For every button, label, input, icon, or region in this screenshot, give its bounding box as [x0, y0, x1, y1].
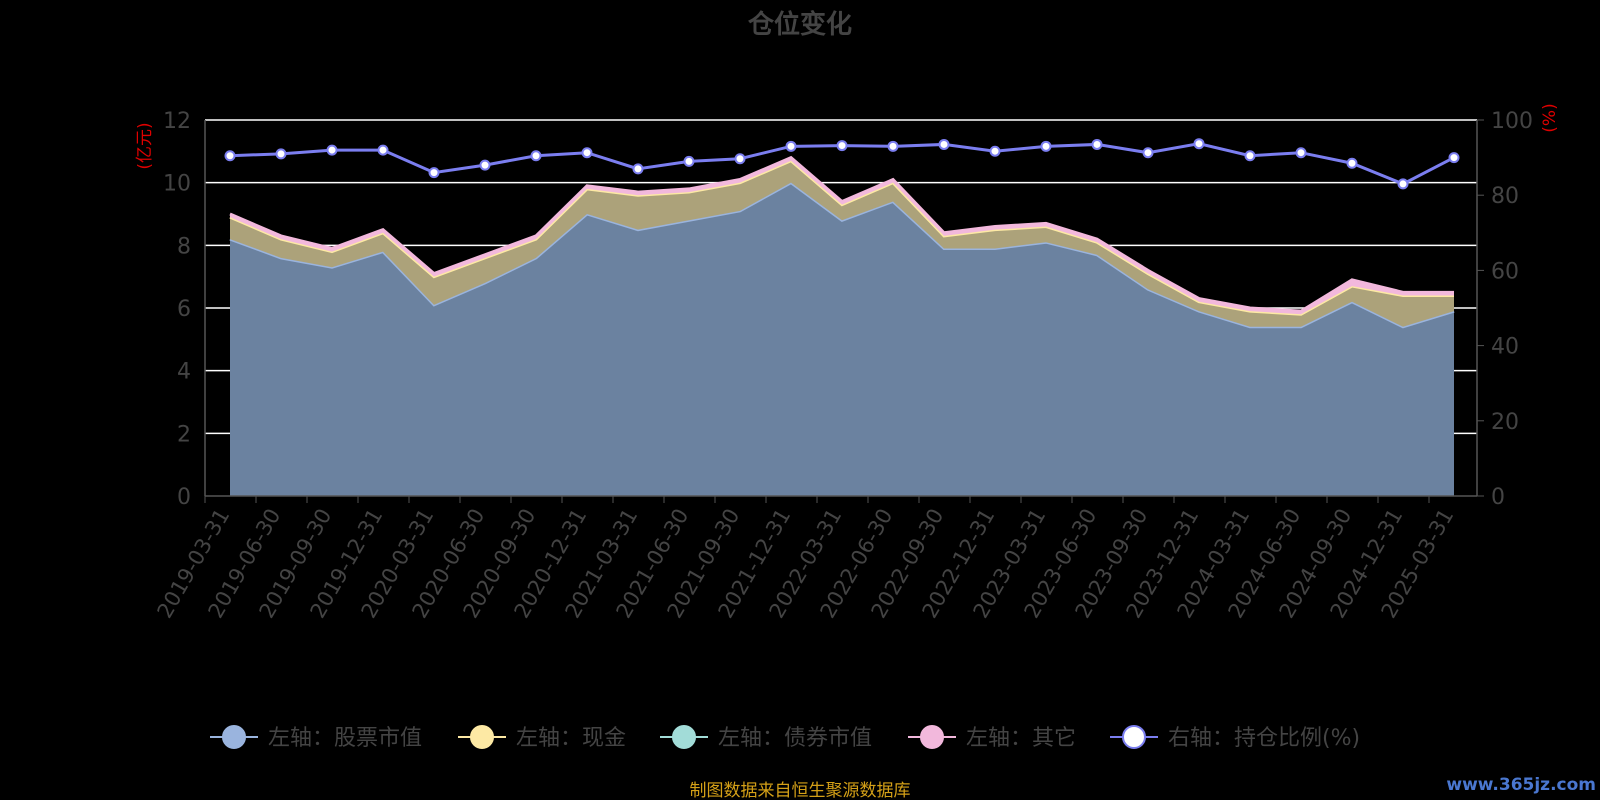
ratio-point [632, 163, 644, 175]
legend: 左轴：股票市值 左轴：现金 左轴：债券市值 左轴：其它 右轴：持仓比例(%) [210, 725, 1360, 751]
ratio-point [1346, 157, 1358, 169]
ratio-point [326, 144, 338, 156]
legend-label: 左轴：其它 [966, 726, 1076, 751]
y-left-tick-label: 2 [177, 422, 191, 447]
ratio-point [683, 155, 695, 167]
y-right-tick-label: 60 [1491, 259, 1519, 284]
legend-marker [470, 725, 494, 749]
legend-marker [222, 725, 246, 749]
y-left-tick-label: 12 [163, 109, 191, 134]
ratio-point [224, 150, 236, 162]
y-left-tick-label: 8 [177, 234, 191, 259]
area-edge-4 [229, 155, 1454, 313]
legend-label: 左轴：现金 [516, 726, 626, 751]
ratio-point [530, 150, 542, 162]
legend-label: 右轴：持仓比例(%) [1168, 726, 1360, 751]
ratio-point [1193, 138, 1205, 150]
ratio-point [938, 138, 950, 150]
y-right-tick-label: 20 [1491, 410, 1519, 435]
y-right-tick-label: 0 [1491, 485, 1505, 510]
ratio-point [989, 145, 1001, 157]
ratio-point [581, 147, 593, 159]
y-right-tick-label: 40 [1491, 335, 1519, 360]
left-axis-unit: (亿元) [135, 122, 155, 169]
ratio-point [377, 144, 389, 156]
y-right-tick-label: 80 [1491, 184, 1519, 209]
ratio-point [1295, 147, 1307, 159]
holding-ratio-line [224, 138, 1460, 190]
legend-marker [672, 725, 696, 749]
y-left-tick-label: 6 [177, 297, 191, 322]
legend-marker [1122, 725, 1146, 749]
right-axis-unit: (%) [1540, 103, 1560, 132]
legend-marker [920, 725, 944, 749]
area-1 [230, 182, 1454, 496]
area-2 [230, 160, 1454, 327]
watermark: www.365jz.com [1446, 775, 1596, 795]
data-source-note: 制图数据来自恒生聚源数据库 [690, 781, 911, 800]
ratio-point [734, 153, 746, 165]
ratio-point [1244, 150, 1256, 162]
y-left-tick-label: 10 [163, 172, 191, 197]
ratio-point [785, 140, 797, 152]
y-left-tick-label: 0 [177, 485, 191, 510]
ratio-point [836, 140, 848, 152]
ratio-point [428, 167, 440, 179]
y-left-tick-label: 4 [177, 360, 191, 385]
ratio-point [275, 148, 287, 160]
ratio-point [479, 159, 491, 171]
chart-title: 仓位变化 [747, 9, 852, 40]
legend-label: 左轴：债券市值 [718, 726, 872, 751]
ratio-point [1091, 138, 1103, 150]
legend-label: 左轴：股票市值 [268, 726, 422, 751]
ratio-point [1397, 178, 1409, 190]
stacked-areas [229, 155, 1455, 496]
ratio-point [887, 140, 899, 152]
ratio-point [1142, 147, 1154, 159]
ratio-point [1448, 152, 1460, 164]
y-right-tick-label: 100 [1491, 109, 1533, 134]
ratio-point [1040, 140, 1052, 152]
